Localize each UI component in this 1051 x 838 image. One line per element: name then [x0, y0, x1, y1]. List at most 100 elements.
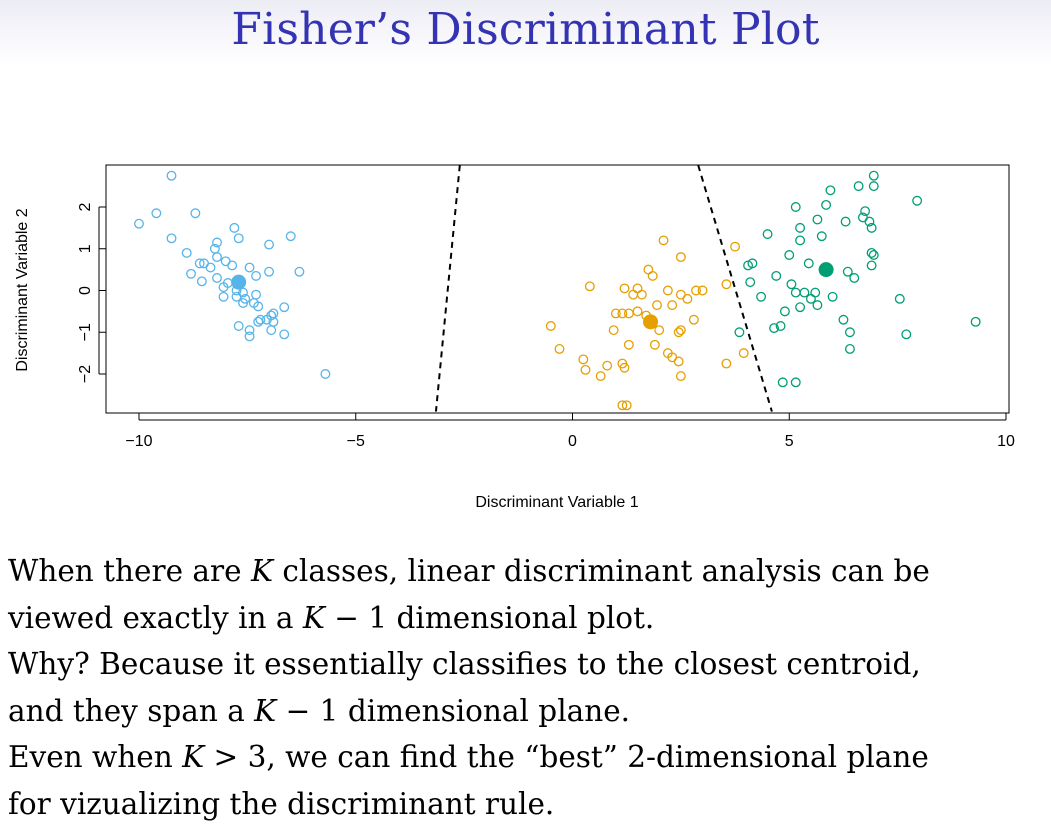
y-tick-label: −2 — [77, 365, 94, 383]
data-point — [238, 298, 248, 308]
body-text-segment: > 3, we can find the “best” 2-dimensiona… — [204, 740, 929, 774]
body-line: When there are K classes, linear discrim… — [8, 548, 1048, 595]
data-point — [810, 287, 821, 298]
y-axis-label: Discriminant Variable 2 — [14, 208, 31, 371]
data-point — [244, 262, 255, 273]
data-point — [227, 260, 238, 271]
data-point — [771, 270, 782, 281]
data-point — [756, 291, 767, 302]
data-point — [279, 329, 290, 340]
data-point — [545, 321, 556, 331]
data-point — [584, 281, 595, 292]
data-point — [912, 195, 923, 206]
data-point — [784, 250, 795, 260]
data-point — [218, 291, 229, 302]
y-tick-label: 0 — [77, 286, 94, 295]
math-symbol: K — [182, 740, 205, 774]
data-point — [623, 308, 634, 319]
data-point — [621, 400, 632, 411]
plot-frame — [105, 164, 1010, 414]
data-point — [285, 231, 296, 242]
data-point — [866, 260, 877, 271]
math-symbol: K — [250, 554, 273, 588]
body-text-segment: viewed exactly in a — [8, 600, 303, 635]
data-point — [769, 323, 780, 334]
data-point — [743, 260, 754, 271]
y-tick-label: −1 — [77, 323, 94, 341]
data-point — [844, 327, 855, 338]
data-point — [812, 214, 823, 225]
data-point — [864, 216, 875, 227]
title-band — [0, 0, 1051, 66]
data-point — [745, 277, 756, 288]
data-point — [610, 308, 621, 319]
data-point — [255, 314, 266, 325]
math-symbol: K — [302, 600, 325, 635]
data-point — [619, 283, 630, 294]
data-point — [194, 258, 205, 269]
data-point — [554, 343, 565, 354]
body-line: Why? Because it essentially classifies t… — [8, 641, 1048, 688]
data-point — [649, 339, 660, 350]
data-point — [821, 199, 832, 210]
data-point — [812, 300, 823, 311]
data-point — [868, 250, 879, 260]
body-line: for vizualizing the discriminant rule. — [8, 781, 1048, 828]
data-point — [233, 233, 244, 244]
data-point — [734, 327, 745, 338]
data-point — [196, 276, 207, 287]
body-text-segment: − 1 dimensional plot. — [324, 600, 655, 635]
body-line: viewed exactly in a K − 1 dimensional pl… — [8, 595, 1048, 642]
data-point — [675, 325, 686, 336]
data-point — [738, 348, 749, 359]
body-line: and they span a K − 1 dimensional plane. — [8, 688, 1048, 735]
x-axis-label: Discriminant Variable 1 — [475, 494, 638, 511]
body-text-segment: classes, linear discriminant analysis ca… — [272, 554, 930, 588]
data-point — [691, 285, 701, 296]
data-point — [825, 185, 836, 196]
decision-boundary-line — [434, 165, 461, 412]
data-point — [721, 358, 732, 369]
data-point — [602, 360, 613, 371]
data-point — [662, 285, 673, 296]
data-point — [658, 235, 669, 246]
data-point — [799, 287, 810, 298]
data-point — [623, 339, 634, 350]
data-point — [803, 258, 814, 269]
data-point — [134, 218, 144, 229]
data-point — [790, 377, 801, 388]
data-point — [212, 237, 222, 248]
slide-title: Fisher’s Discriminant Plot — [231, 4, 820, 55]
data-point — [151, 208, 162, 219]
data-point — [253, 301, 264, 312]
data-point — [901, 329, 912, 340]
data-point — [251, 289, 261, 300]
data-point — [682, 293, 693, 304]
data-point — [266, 325, 277, 336]
math-symbol: K — [254, 693, 277, 728]
data-point — [279, 302, 290, 313]
x-tick-label: 0 — [568, 433, 577, 450]
data-point — [777, 377, 788, 388]
data-point — [675, 371, 686, 382]
data-point — [762, 229, 773, 240]
data-point — [842, 266, 853, 277]
data-point — [253, 316, 264, 327]
data-point — [251, 270, 261, 281]
class-centroid — [643, 314, 659, 330]
data-point — [795, 235, 806, 246]
data-point — [697, 285, 708, 296]
data-point — [868, 181, 879, 192]
data-point — [805, 293, 816, 304]
body-text-segment: − 1 dimensional plane. — [276, 693, 631, 728]
body-text-segment: Why? Because it essentially classifies t… — [8, 647, 921, 681]
data-point — [675, 252, 686, 263]
data-point — [673, 327, 684, 338]
data-point — [632, 306, 643, 317]
data-point — [617, 308, 628, 319]
data-point — [608, 325, 619, 336]
data-point — [636, 289, 647, 300]
data-point — [647, 270, 658, 281]
y-tick-label: 2 — [77, 202, 94, 211]
